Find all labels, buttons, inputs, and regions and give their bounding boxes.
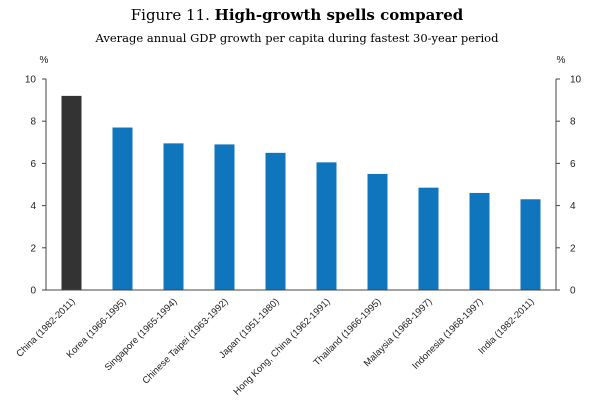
bar <box>265 152 286 290</box>
x-tick-label: Hong Kong, China (1962-1991) <box>231 296 332 397</box>
bar <box>214 144 235 290</box>
y-tick-label-left: 6 <box>30 159 36 170</box>
y-tick-label-left: 4 <box>30 201 36 212</box>
bar <box>520 199 541 290</box>
y-tick-label-right: 10 <box>570 75 582 86</box>
figure-title: Figure 11. High-growth spells compared <box>0 6 594 24</box>
y-unit-right: % <box>557 55 566 66</box>
y-tick-label-left: 8 <box>30 117 36 128</box>
y-tick-label-right: 4 <box>570 201 576 212</box>
figure-subtitle: Average annual GDP growth per capita dur… <box>95 31 499 45</box>
y-tick-label-right: 6 <box>570 159 576 170</box>
bar <box>61 95 82 290</box>
y-tick-label-left: 0 <box>30 286 36 297</box>
bar <box>112 127 133 290</box>
y-unit-left: % <box>40 55 49 66</box>
y-tick-label-right: 8 <box>570 117 576 128</box>
x-tick-label: Chinese Taipei (1963-1992) <box>140 296 230 386</box>
x-tick-label: India (1982-2011) <box>476 296 536 356</box>
bar <box>367 173 388 290</box>
bar <box>163 143 184 290</box>
figure-title-text: High-growth spells compared <box>214 6 464 24</box>
y-tick-label-left: 10 <box>25 75 37 86</box>
figure-number: Figure 11. <box>130 6 210 24</box>
y-tick-label-right: 2 <box>570 243 576 254</box>
bar <box>418 187 439 290</box>
y-tick-label-left: 2 <box>30 243 36 254</box>
y-tick-label-right: 0 <box>570 286 576 297</box>
bar <box>469 192 490 290</box>
bar <box>316 162 337 290</box>
